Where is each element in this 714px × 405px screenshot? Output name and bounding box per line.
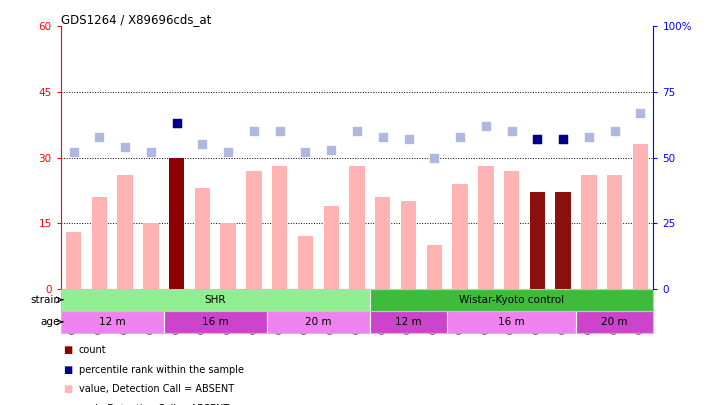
Bar	[143, 223, 159, 289]
Bar	[555, 192, 571, 289]
Text: percentile rank within the sample: percentile rank within the sample	[79, 365, 243, 375]
Bar	[117, 175, 133, 289]
Bar	[323, 206, 339, 289]
Point	[428, 154, 440, 161]
Point	[609, 128, 620, 134]
Point	[351, 128, 363, 134]
Text: ■: ■	[63, 384, 72, 394]
Text: 16 m: 16 m	[202, 317, 228, 327]
Text: rank, Detection Call = ABSENT: rank, Detection Call = ABSENT	[79, 404, 228, 405]
Bar	[370, 311, 447, 333]
Point	[223, 149, 234, 156]
Bar	[298, 236, 313, 289]
Bar	[267, 311, 370, 333]
Point	[94, 133, 105, 140]
Text: Wistar-Kyoto control: Wistar-Kyoto control	[459, 295, 564, 305]
Text: 20 m: 20 m	[601, 317, 628, 327]
Bar	[61, 289, 370, 311]
Bar	[453, 184, 468, 289]
Point	[196, 141, 208, 148]
Point	[583, 133, 595, 140]
Bar	[607, 175, 623, 289]
Point	[532, 136, 543, 143]
Point	[532, 136, 543, 143]
Bar	[504, 171, 519, 289]
Bar	[478, 166, 493, 289]
Text: count: count	[79, 345, 106, 355]
Text: 16 m: 16 m	[498, 317, 525, 327]
Point	[403, 136, 414, 143]
Bar	[370, 289, 653, 311]
Point	[248, 128, 260, 134]
Point	[506, 128, 518, 134]
Bar	[61, 311, 164, 333]
Bar	[426, 245, 442, 289]
Bar	[349, 166, 365, 289]
Point	[145, 149, 156, 156]
Point	[377, 133, 388, 140]
Bar	[91, 197, 107, 289]
Bar	[401, 201, 416, 289]
Bar	[375, 197, 391, 289]
Text: GDS1264 / X89696cds_at: GDS1264 / X89696cds_at	[61, 13, 211, 26]
Bar	[246, 171, 261, 289]
Bar	[66, 232, 81, 289]
Point	[558, 136, 569, 143]
Point	[454, 133, 466, 140]
Bar	[169, 158, 184, 289]
Text: strain: strain	[30, 295, 60, 305]
Point	[635, 110, 646, 116]
Point	[558, 136, 569, 143]
Point	[68, 149, 79, 156]
Point	[119, 144, 131, 150]
Point	[274, 128, 286, 134]
Point	[171, 120, 182, 127]
Text: value, Detection Call = ABSENT: value, Detection Call = ABSENT	[79, 384, 233, 394]
Point	[326, 146, 337, 153]
Text: ■: ■	[63, 365, 72, 375]
Bar	[272, 166, 288, 289]
Text: 12 m: 12 m	[99, 317, 126, 327]
Point	[171, 120, 182, 127]
Text: ■: ■	[63, 404, 72, 405]
Bar	[447, 311, 576, 333]
Bar	[164, 311, 267, 333]
Bar	[195, 188, 210, 289]
Bar	[581, 175, 597, 289]
Bar	[576, 311, 653, 333]
Text: 12 m: 12 m	[396, 317, 422, 327]
Text: SHR: SHR	[204, 295, 226, 305]
Text: ■: ■	[63, 345, 72, 355]
Bar	[221, 223, 236, 289]
Bar	[633, 145, 648, 289]
Text: age: age	[41, 317, 60, 327]
Point	[480, 123, 491, 129]
Text: 20 m: 20 m	[305, 317, 331, 327]
Point	[300, 149, 311, 156]
Bar	[530, 192, 545, 289]
